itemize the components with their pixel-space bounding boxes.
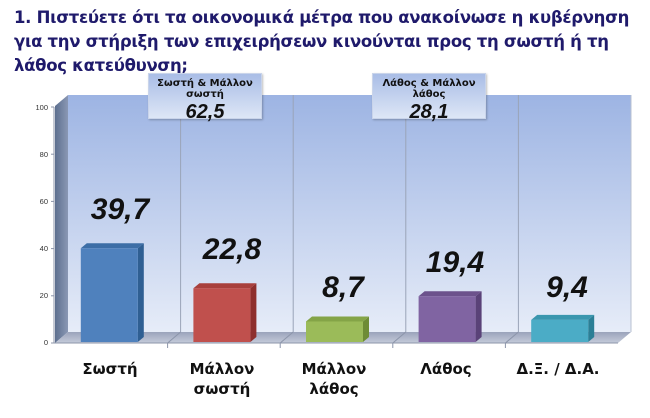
bar (531, 314, 595, 342)
bar (306, 316, 369, 342)
summary-label: Λάθος & Μάλλον λάθος (382, 78, 476, 100)
summary-value: 28,1 (409, 101, 449, 123)
y-tick: 40 (39, 244, 48, 253)
summary-box-correct: Σωστή & Μάλλον σωστή 62,5 (148, 73, 262, 123)
bar (418, 291, 482, 342)
summary-box-wrong: Λάθος & Μάλλον λάθος 28,1 (372, 73, 486, 123)
x-label: Σωστή (82, 360, 138, 378)
summary-value: 62,5 (185, 101, 225, 123)
y-tick: 20 (39, 291, 48, 300)
bar (80, 243, 144, 342)
y-tick: 100 (35, 103, 48, 112)
back-wall (68, 95, 631, 332)
bar-value-label: 39,7 (90, 193, 150, 226)
x-label: Μάλλον σωστή (189, 360, 255, 398)
chart-bars (80, 243, 595, 342)
bar-value-label: 8,7 (322, 271, 364, 304)
x-label: Δ.Ξ. / Δ.Α. (516, 360, 600, 378)
y-tick: 0 (43, 338, 48, 347)
y-tick: 80 (39, 150, 48, 159)
bar-value-label: 9,4 (546, 271, 588, 304)
bar-value-label: 19,4 (425, 246, 485, 279)
side-wall (55, 95, 68, 343)
bar (193, 283, 257, 342)
bar-value-label: 22,8 (202, 233, 262, 266)
chart-title: 1. Πιστεύετε ότι τα οικονομικά μέτρα που… (14, 8, 630, 75)
x-label: Μάλλον λάθος (301, 360, 367, 398)
y-tick: 60 (39, 197, 48, 206)
summary-label: Σωστή & Μάλλον σωστή (157, 78, 253, 100)
x-label: Λάθος (420, 360, 472, 378)
